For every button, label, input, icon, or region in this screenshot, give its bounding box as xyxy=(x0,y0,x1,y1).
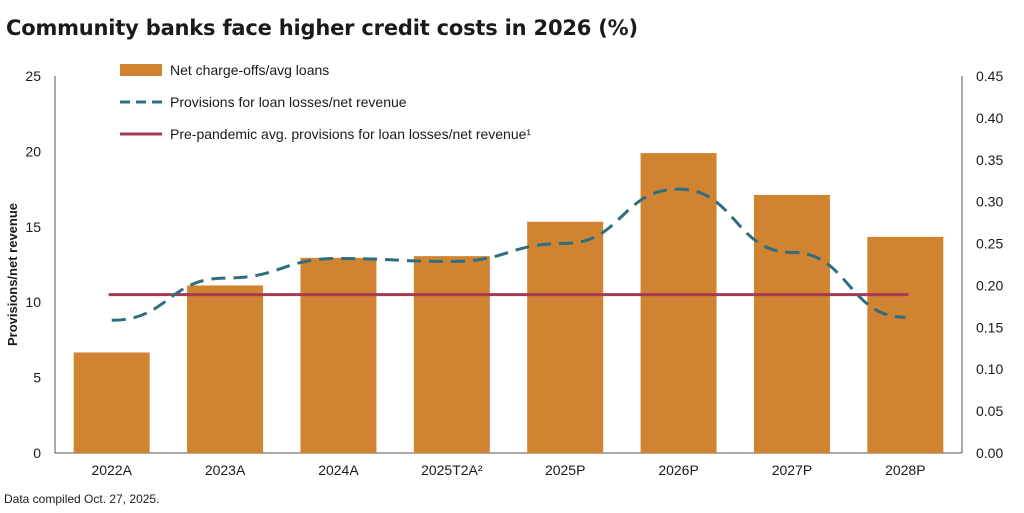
x-tick-label: 2025T2A² xyxy=(421,462,483,478)
y-right-tick-label: 0.40 xyxy=(976,110,1003,126)
bar xyxy=(867,236,944,453)
bar xyxy=(73,352,150,453)
bar xyxy=(413,256,490,453)
y-right-tick-label: 0.15 xyxy=(976,319,1003,335)
y-right-tick-label: 0.05 xyxy=(976,403,1003,419)
y-right-tick-label: 0.45 xyxy=(976,68,1003,84)
y-left-tick-label: 15 xyxy=(25,219,41,235)
y-left-tick-label: 0 xyxy=(33,445,41,461)
y-right-tick-label: 0.10 xyxy=(976,361,1003,377)
y-left-axis-title: Provisions/net revenue xyxy=(5,203,20,346)
chart-canvas: 0 5 10 15 20 25 0.00 0.05 0.10 0.15 0.20 0.25 0.30 0.… xyxy=(5,62,1003,478)
bar xyxy=(640,153,717,453)
y-right-tick-label: 0.35 xyxy=(976,152,1003,168)
y-right-tick-label: 0.00 xyxy=(976,445,1003,461)
y-left-tick-label: 25 xyxy=(25,68,41,84)
x-tick-label: 2028P xyxy=(885,462,925,478)
bar xyxy=(300,257,377,453)
legend-label-prepandemic: Pre-pandemic avg. provisions for loan lo… xyxy=(170,126,531,142)
x-tick-label: 2027P xyxy=(772,462,812,478)
x-tick-label: 2023A xyxy=(205,462,246,478)
x-tick-label: 2022A xyxy=(91,462,132,478)
footnote: Data compiled Oct. 27, 2025. xyxy=(4,492,160,506)
chart-title: Community banks face higher credit costs… xyxy=(6,16,638,40)
provisions-line xyxy=(111,187,906,322)
y-left-tick-label: 20 xyxy=(25,143,41,159)
bar xyxy=(753,194,830,453)
bar xyxy=(187,285,264,453)
legend-label-bars: Net charge-offs/avg loans xyxy=(170,62,329,78)
y-right-tick-label: 0.30 xyxy=(976,194,1003,210)
y-right-tick-label: 0.20 xyxy=(976,277,1003,293)
x-tick-label: 2025P xyxy=(545,462,585,478)
y-right-tick-label: 0.25 xyxy=(976,236,1003,252)
legend-label-provisions: Provisions for loan losses/net revenue xyxy=(170,94,407,110)
legend-swatch-bars xyxy=(120,64,162,76)
y-left-tick-label: 5 xyxy=(33,370,41,386)
x-tick-label: 2026P xyxy=(658,462,698,478)
x-tick-label: 2024A xyxy=(318,462,359,478)
bar xyxy=(527,221,604,453)
y-left-tick-label: 10 xyxy=(25,294,41,310)
